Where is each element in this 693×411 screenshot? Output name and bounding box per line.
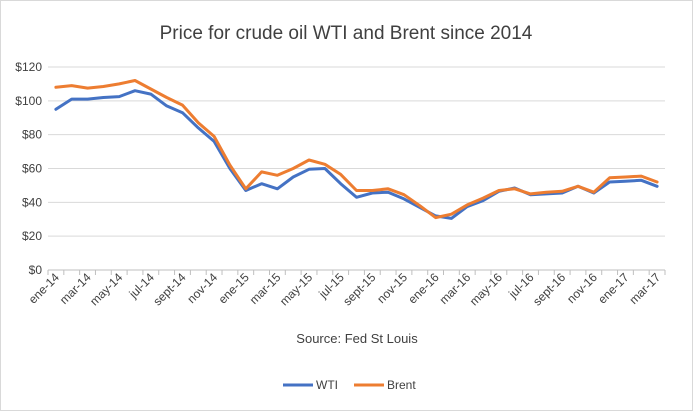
x-tick-label: ene-16: [405, 270, 442, 307]
x-tick-label: mar-17: [626, 270, 663, 307]
x-tick-label: sept-14: [150, 270, 188, 308]
x-tick-label: mar-15: [247, 270, 284, 307]
grid: [48, 66, 665, 237]
legend-label-brent: Brent: [387, 378, 416, 392]
x-tick-label: sept-15: [340, 270, 378, 308]
y-tick-label: $20: [22, 229, 42, 243]
x-tick-label: nov-16: [564, 270, 600, 306]
y-axis: $0 $20 $40 $60 $80 $100 $120: [15, 60, 42, 277]
series-line-wti: [54, 89, 659, 220]
y-tick-label: $40: [22, 195, 42, 209]
x-tick-label: may-16: [467, 270, 505, 308]
x-tick-label: nov-15: [374, 270, 410, 306]
source-annotation: Source: Fed St Louis: [296, 331, 418, 346]
x-tick-label: ene-15: [216, 270, 253, 307]
series-line-brent: [54, 79, 659, 220]
x-tick-label: may-14: [87, 270, 125, 308]
legend-label-wti: WTI: [316, 378, 338, 392]
y-tick-label: $120: [15, 60, 42, 74]
x-tick-label: nov-14: [184, 270, 220, 306]
chart-title: Price for crude oil WTI and Brent since …: [160, 23, 533, 44]
y-tick-label: $100: [15, 94, 42, 108]
y-tick-label: $60: [22, 162, 42, 176]
x-tick-label: mar-16: [437, 270, 474, 307]
x-tick-label: mar-14: [57, 270, 94, 307]
series-group: [54, 79, 659, 220]
y-tick-label: $80: [22, 128, 42, 142]
x-tick-label: ene-17: [595, 270, 632, 307]
x-tick-label: sept-16: [530, 270, 568, 308]
x-tick-label: may-15: [277, 270, 315, 308]
legend: WTI Brent: [283, 378, 416, 392]
y-tick-label: $0: [29, 263, 43, 277]
